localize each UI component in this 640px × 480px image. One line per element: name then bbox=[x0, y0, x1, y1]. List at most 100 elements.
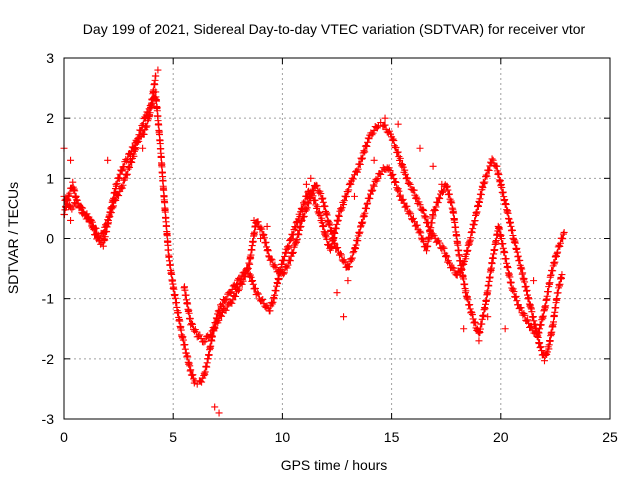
data-point bbox=[488, 155, 496, 163]
data-point bbox=[336, 250, 344, 258]
data-point bbox=[361, 148, 369, 156]
data-point bbox=[133, 138, 141, 146]
data-point bbox=[438, 188, 446, 196]
data-point bbox=[370, 182, 378, 190]
data-point bbox=[113, 179, 121, 187]
data-point bbox=[340, 197, 348, 205]
data-point bbox=[501, 325, 509, 333]
data-point bbox=[389, 170, 397, 178]
data-point bbox=[551, 253, 559, 261]
data-point bbox=[429, 212, 437, 220]
data-point bbox=[363, 142, 371, 150]
x-tick-label: 0 bbox=[60, 429, 68, 445]
data-point bbox=[257, 224, 265, 232]
data-point bbox=[389, 135, 397, 143]
y-tick-label: 0 bbox=[46, 231, 54, 247]
data-point bbox=[399, 163, 407, 171]
x-tick-label: 25 bbox=[602, 429, 618, 445]
data-point bbox=[253, 289, 261, 297]
data-point bbox=[438, 180, 446, 188]
x-tick-label: 10 bbox=[275, 429, 291, 445]
data-point bbox=[192, 328, 200, 336]
data-point bbox=[318, 216, 326, 224]
data-point bbox=[439, 243, 447, 251]
data-point bbox=[365, 135, 373, 143]
data-point bbox=[390, 137, 398, 145]
data-point bbox=[345, 186, 353, 194]
data-point bbox=[222, 306, 230, 314]
data-point bbox=[405, 179, 413, 187]
data-point bbox=[128, 158, 136, 166]
data-point bbox=[308, 191, 316, 199]
data-point bbox=[243, 266, 251, 274]
data-point bbox=[435, 194, 443, 202]
data-point bbox=[353, 168, 361, 176]
data-point bbox=[396, 191, 404, 199]
data-point bbox=[337, 251, 345, 259]
data-point bbox=[123, 171, 131, 179]
data-point bbox=[358, 155, 366, 163]
data-point bbox=[340, 313, 348, 321]
data-point bbox=[302, 180, 310, 188]
data-point bbox=[254, 218, 262, 226]
data-point bbox=[210, 325, 218, 333]
data-point bbox=[556, 239, 564, 247]
data-point bbox=[420, 238, 428, 246]
data-point bbox=[86, 215, 94, 223]
data-point bbox=[489, 156, 497, 164]
y-tick-label: 1 bbox=[46, 170, 54, 186]
data-point bbox=[189, 371, 197, 379]
data-point bbox=[67, 216, 75, 224]
data-point bbox=[305, 200, 313, 208]
data-point bbox=[211, 324, 219, 332]
data-point bbox=[406, 180, 414, 188]
data-point bbox=[257, 235, 265, 242]
data-point bbox=[266, 307, 274, 315]
data-point bbox=[434, 199, 442, 207]
data-point bbox=[115, 174, 123, 182]
x-tick-label: 5 bbox=[169, 429, 177, 445]
data-point bbox=[284, 261, 292, 269]
data-point bbox=[124, 155, 132, 163]
data-point bbox=[137, 126, 145, 134]
data-point bbox=[251, 285, 259, 293]
data-point bbox=[390, 175, 398, 183]
data-point bbox=[238, 280, 246, 288]
data-point bbox=[517, 304, 525, 312]
chart-title: Day 199 of 2021, Sidereal Day-to-day VTE… bbox=[83, 21, 586, 37]
data-point bbox=[510, 288, 518, 296]
data-point bbox=[421, 214, 429, 222]
data-point bbox=[77, 204, 85, 212]
data-point bbox=[207, 331, 215, 339]
x-axis-title: GPS time / hours bbox=[281, 457, 388, 473]
data-point bbox=[304, 199, 312, 207]
data-point bbox=[345, 263, 353, 271]
data-point bbox=[558, 235, 566, 242]
y-tick-label: 2 bbox=[46, 110, 54, 126]
data-point bbox=[508, 286, 516, 294]
data-point bbox=[386, 167, 394, 175]
data-point bbox=[287, 235, 295, 243]
data-point bbox=[218, 312, 226, 320]
data-point bbox=[368, 187, 376, 195]
data-point bbox=[469, 315, 477, 323]
data-point bbox=[377, 170, 385, 178]
data-point bbox=[303, 204, 311, 212]
data-point bbox=[348, 174, 356, 182]
data-point bbox=[313, 203, 321, 211]
data-markers bbox=[60, 66, 568, 417]
data-point bbox=[527, 323, 535, 331]
data-point bbox=[94, 234, 102, 242]
data-point bbox=[248, 277, 256, 285]
data-point bbox=[407, 210, 415, 218]
data-point bbox=[443, 253, 451, 261]
data-point bbox=[369, 186, 377, 194]
data-point bbox=[130, 144, 138, 152]
data-point bbox=[267, 255, 275, 263]
data-point bbox=[358, 154, 366, 162]
data-point bbox=[218, 300, 226, 308]
data-point bbox=[206, 331, 214, 339]
data-point bbox=[115, 175, 123, 183]
data-point bbox=[417, 229, 425, 237]
data-point bbox=[281, 248, 289, 256]
